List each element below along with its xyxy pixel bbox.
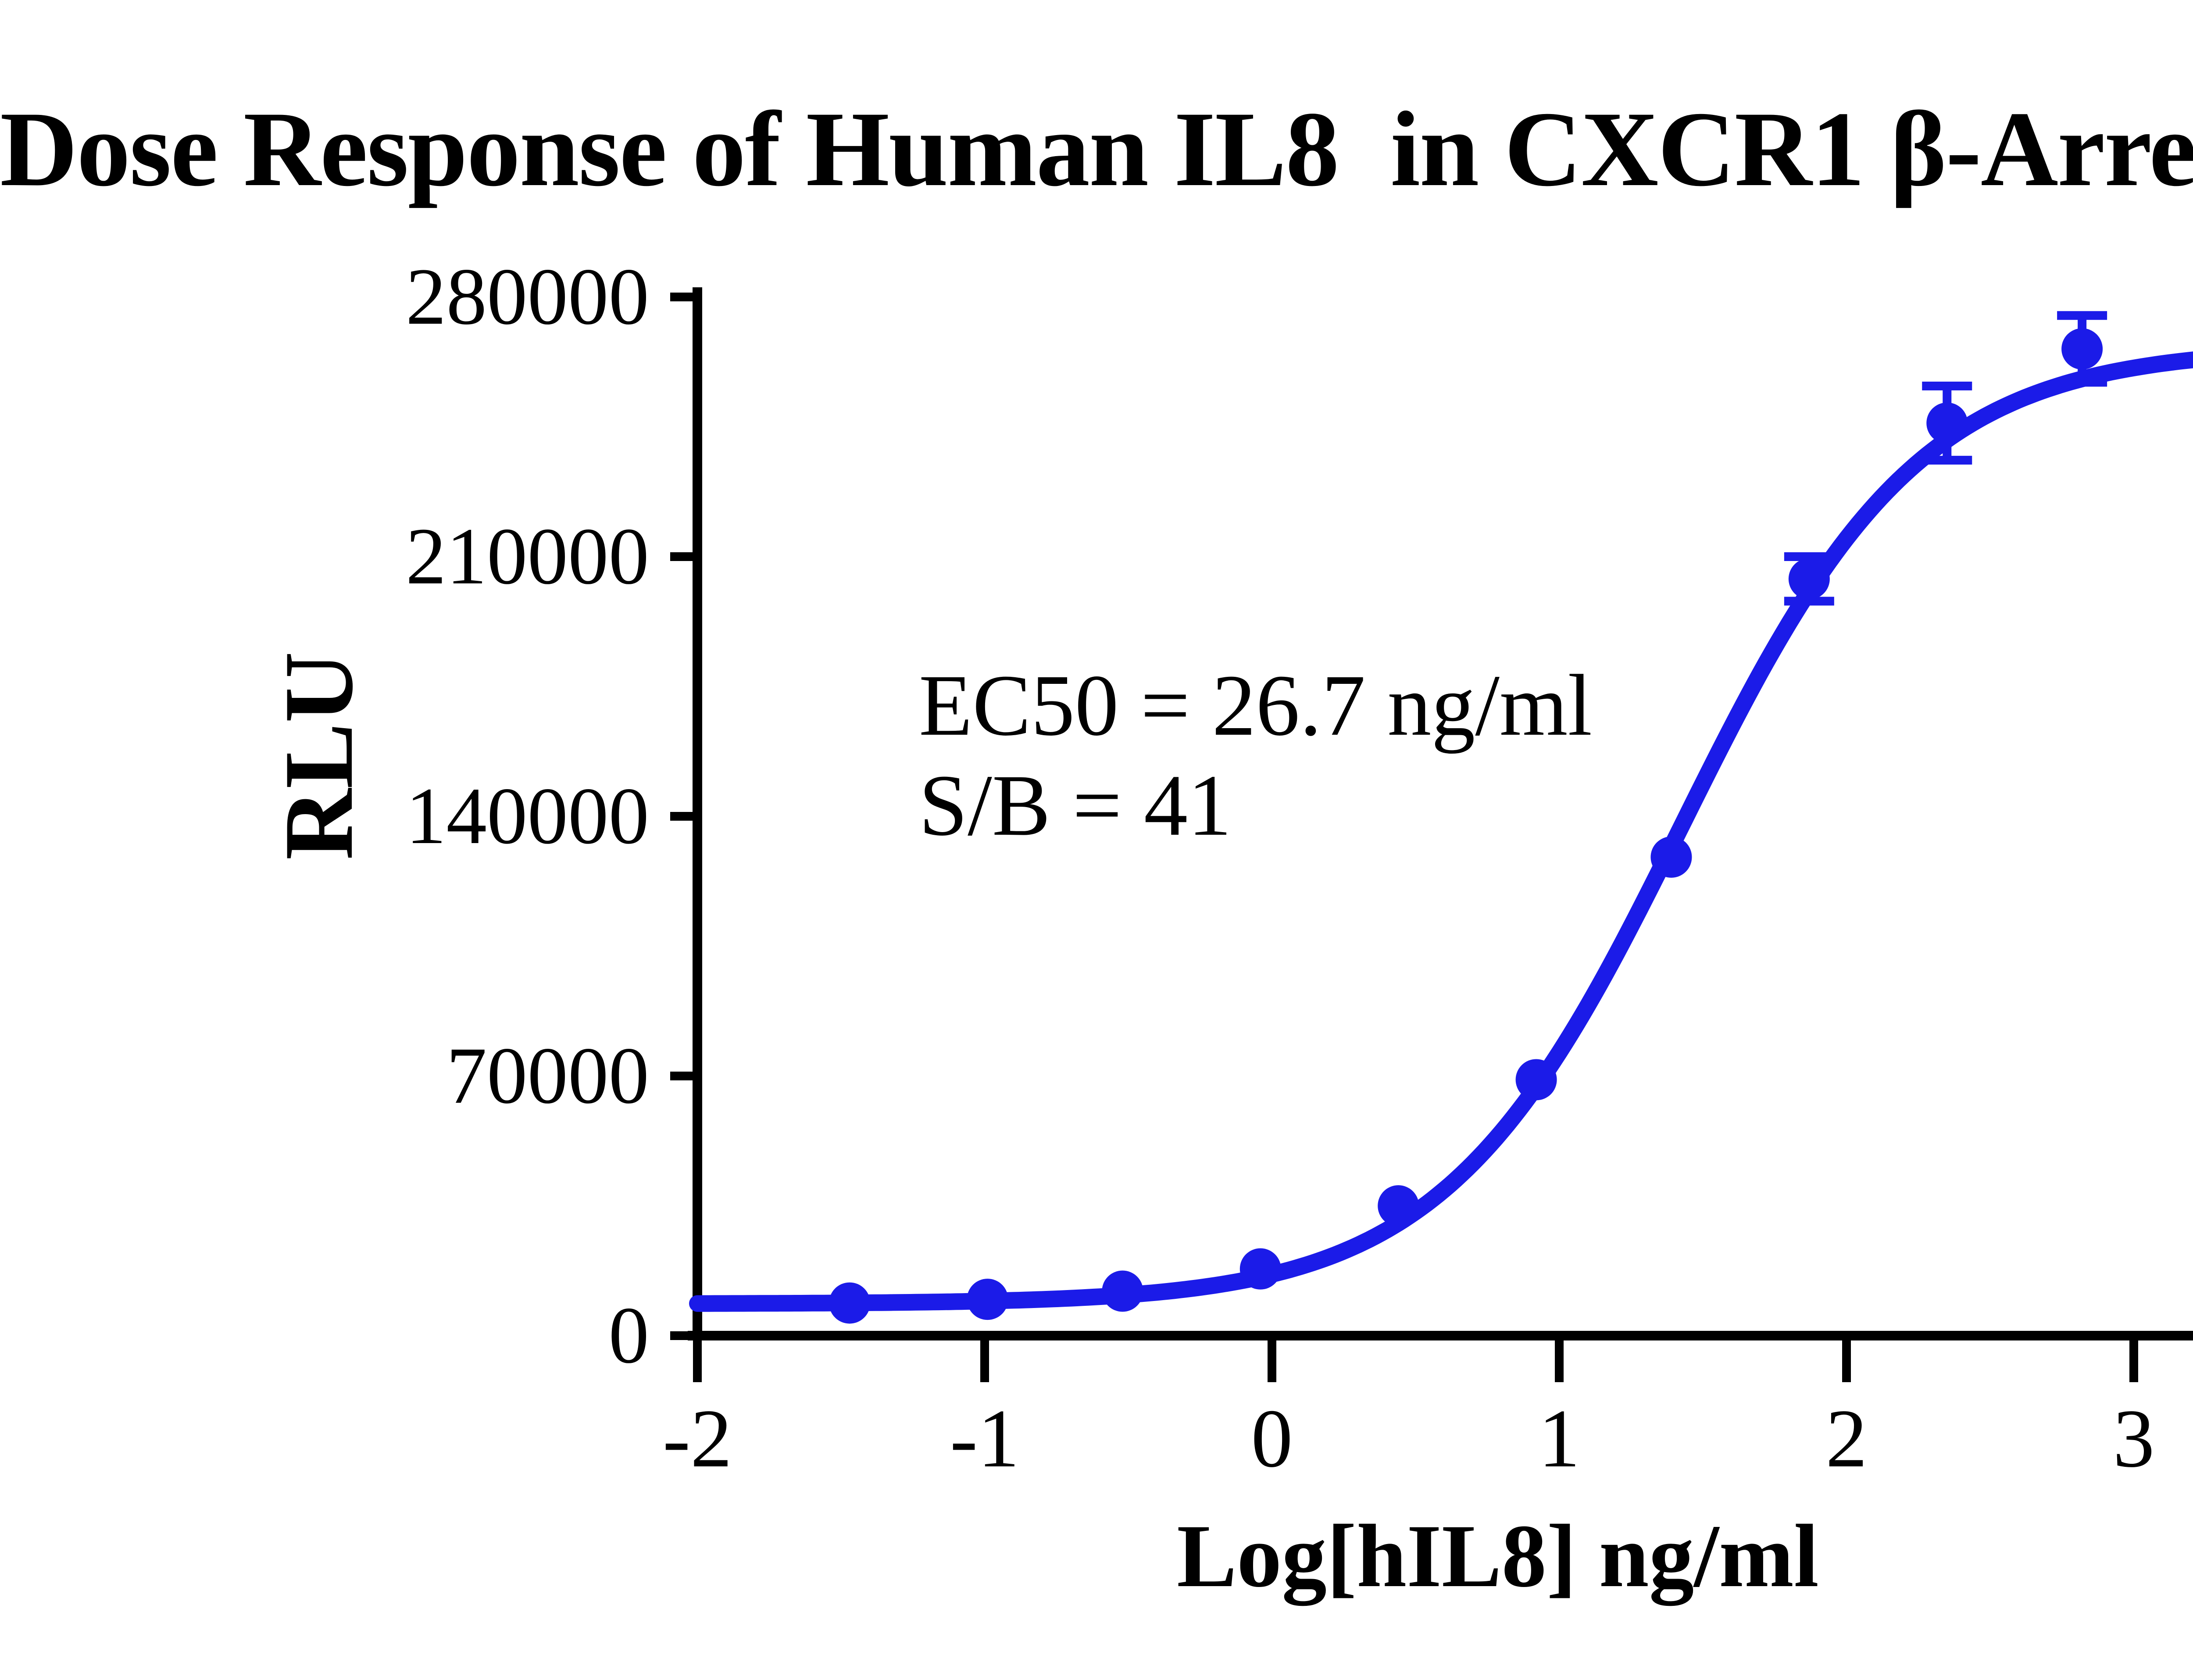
x-tick-label: 3 — [2113, 1393, 2155, 1485]
data-point — [1378, 1185, 1419, 1226]
data-point — [1788, 558, 1830, 600]
x-tick-label: -1 — [950, 1393, 1020, 1485]
y-tick-label: 280000 — [406, 252, 649, 342]
data-point — [829, 1282, 871, 1324]
y-tick-label: 70000 — [446, 1031, 650, 1121]
x-tick-label: 1 — [1538, 1393, 1580, 1485]
x-axis-title: Log[hIL8] ng/ml — [1177, 1506, 1819, 1606]
chart-title: Dose Response of Human IL8 in CXCR1 β-Ar… — [0, 89, 2193, 208]
x-tick-label: 2 — [1825, 1393, 1868, 1485]
data-point — [1102, 1270, 1143, 1312]
y-tick-label: 0 — [608, 1290, 650, 1380]
dose-response-curve — [689, 351, 2193, 1312]
data-point — [967, 1279, 1008, 1320]
data-point — [1926, 402, 1968, 444]
x-tick-label: 0 — [1251, 1393, 1293, 1485]
ec50-annotation: EC50 = 26.7 ng/ml — [919, 657, 1593, 754]
y-tick-label: 210000 — [406, 511, 649, 601]
data-point — [2061, 328, 2103, 370]
data-point — [1515, 1059, 1557, 1101]
data-point — [1239, 1248, 1281, 1290]
x-tick-label: -2 — [662, 1393, 732, 1485]
y-tick-label: 140000 — [406, 771, 649, 861]
fit-annotation: EC50 = 26.7 ng/ml S/B = 41 — [919, 656, 1592, 856]
signal-to-background-annotation: S/B = 41 — [919, 757, 1232, 854]
data-point — [1650, 836, 1692, 878]
